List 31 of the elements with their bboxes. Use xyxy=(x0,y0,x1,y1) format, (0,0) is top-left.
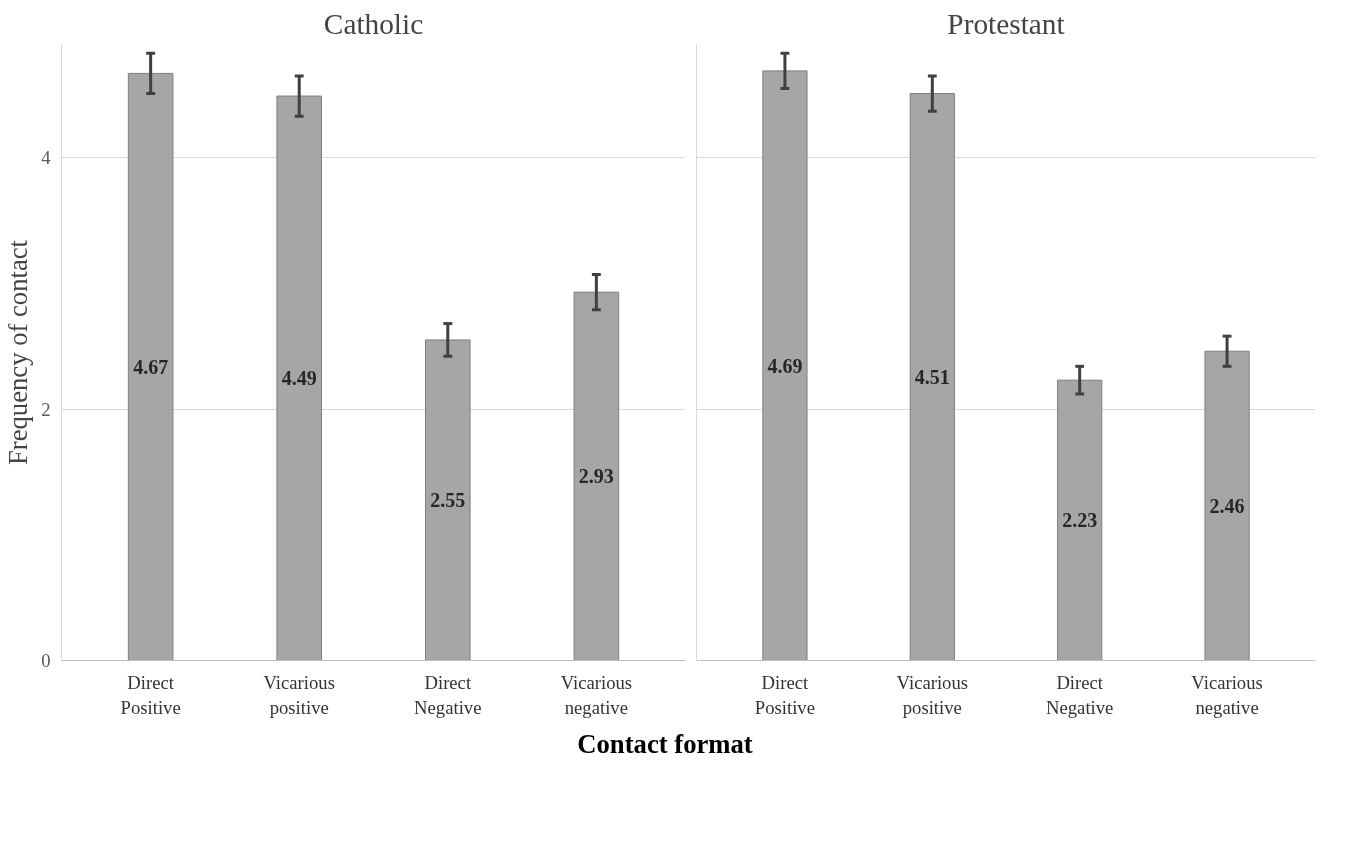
x-tick-label: Vicarious positive xyxy=(896,671,969,718)
bar xyxy=(573,291,620,661)
x-tick-label: Vicarious positive xyxy=(263,671,335,718)
y-tick-label: 0 xyxy=(41,650,51,671)
data-label: 4.69 xyxy=(767,354,803,377)
data-label: 2.55 xyxy=(430,489,466,512)
bar xyxy=(762,70,808,661)
data-label: 2.46 xyxy=(1209,494,1245,517)
y-tick-label: 2 xyxy=(41,398,51,420)
y-tick-label: 4 xyxy=(41,147,52,169)
bar xyxy=(127,72,174,661)
data-label: 4.51 xyxy=(914,366,950,389)
x-tick-label: Direct Positive xyxy=(754,671,815,718)
y-axis-title: Frequency of contact xyxy=(3,239,34,465)
x-tick-label: Vicarious negative xyxy=(560,671,633,718)
x-tick-label: Direct Negative xyxy=(1046,671,1114,718)
bar xyxy=(1057,379,1103,661)
chart-title: Catholic xyxy=(323,7,424,40)
data-label: 2.23 xyxy=(1062,509,1098,532)
x-axis-title: Contact format xyxy=(577,728,753,761)
chart-title: Protestant xyxy=(947,7,1065,40)
x-tick-label: Direct Positive xyxy=(120,671,181,718)
bar xyxy=(425,339,471,661)
data-label: 4.49 xyxy=(281,367,317,390)
bar xyxy=(276,95,322,661)
data-label: 4.67 xyxy=(133,355,169,378)
bar xyxy=(909,93,955,661)
x-tick-label: Vicarious negative xyxy=(1191,671,1263,718)
data-label: 2.93 xyxy=(578,465,614,488)
bar xyxy=(1204,350,1250,661)
x-tick-label: Direct Negative xyxy=(414,671,482,718)
